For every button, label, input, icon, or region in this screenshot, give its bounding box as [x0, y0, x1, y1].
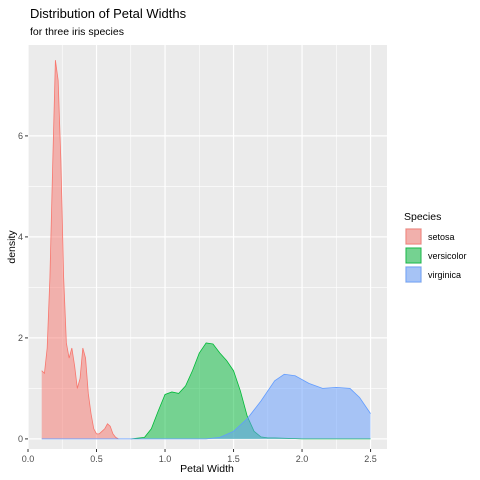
x-tick-label: 2.5 — [364, 454, 377, 464]
x-tick-label: 2.0 — [296, 454, 309, 464]
legend-swatch-virginica — [405, 266, 422, 283]
legend-label-virginica: virginica — [428, 270, 461, 280]
chart-subtitle: for three iris species — [30, 26, 124, 38]
legend-title: Species — [404, 211, 441, 223]
density-line-setosa — [41, 60, 119, 440]
x-tick-label: 1.5 — [227, 454, 240, 464]
density-area-setosa — [41, 60, 119, 439]
x-tick-label: 1.0 — [159, 454, 172, 464]
x-tick-label: 0.5 — [90, 454, 103, 464]
y-axis-label: density — [6, 230, 18, 264]
legend: Species setosa versicolor virginica — [404, 211, 467, 283]
chart-title: Distribution of Petal Widths — [30, 6, 187, 21]
x-axis-label: Petal Width — [180, 463, 234, 475]
legend-swatch-setosa — [405, 228, 422, 245]
y-tick-label: 4 — [18, 232, 23, 242]
y-tick-label: 6 — [18, 131, 23, 141]
x-axis: 0.0 0.5 1.0 1.5 2.0 2.5 — [22, 449, 377, 464]
legend-swatch-versicolor — [405, 247, 422, 264]
density-areas — [41, 60, 371, 440]
x-tick-label: 0.0 — [22, 454, 35, 464]
y-tick-label: 0 — [18, 434, 23, 444]
density-area-versicolor — [130, 342, 371, 439]
density-line-virginica — [41, 373, 371, 440]
y-axis: 0 2 4 6 — [18, 131, 28, 444]
y-tick-label: 2 — [18, 333, 23, 343]
legend-label-versicolor: versicolor — [428, 251, 467, 261]
density-area-virginica — [41, 374, 371, 439]
legend-label-setosa: setosa — [428, 232, 455, 242]
